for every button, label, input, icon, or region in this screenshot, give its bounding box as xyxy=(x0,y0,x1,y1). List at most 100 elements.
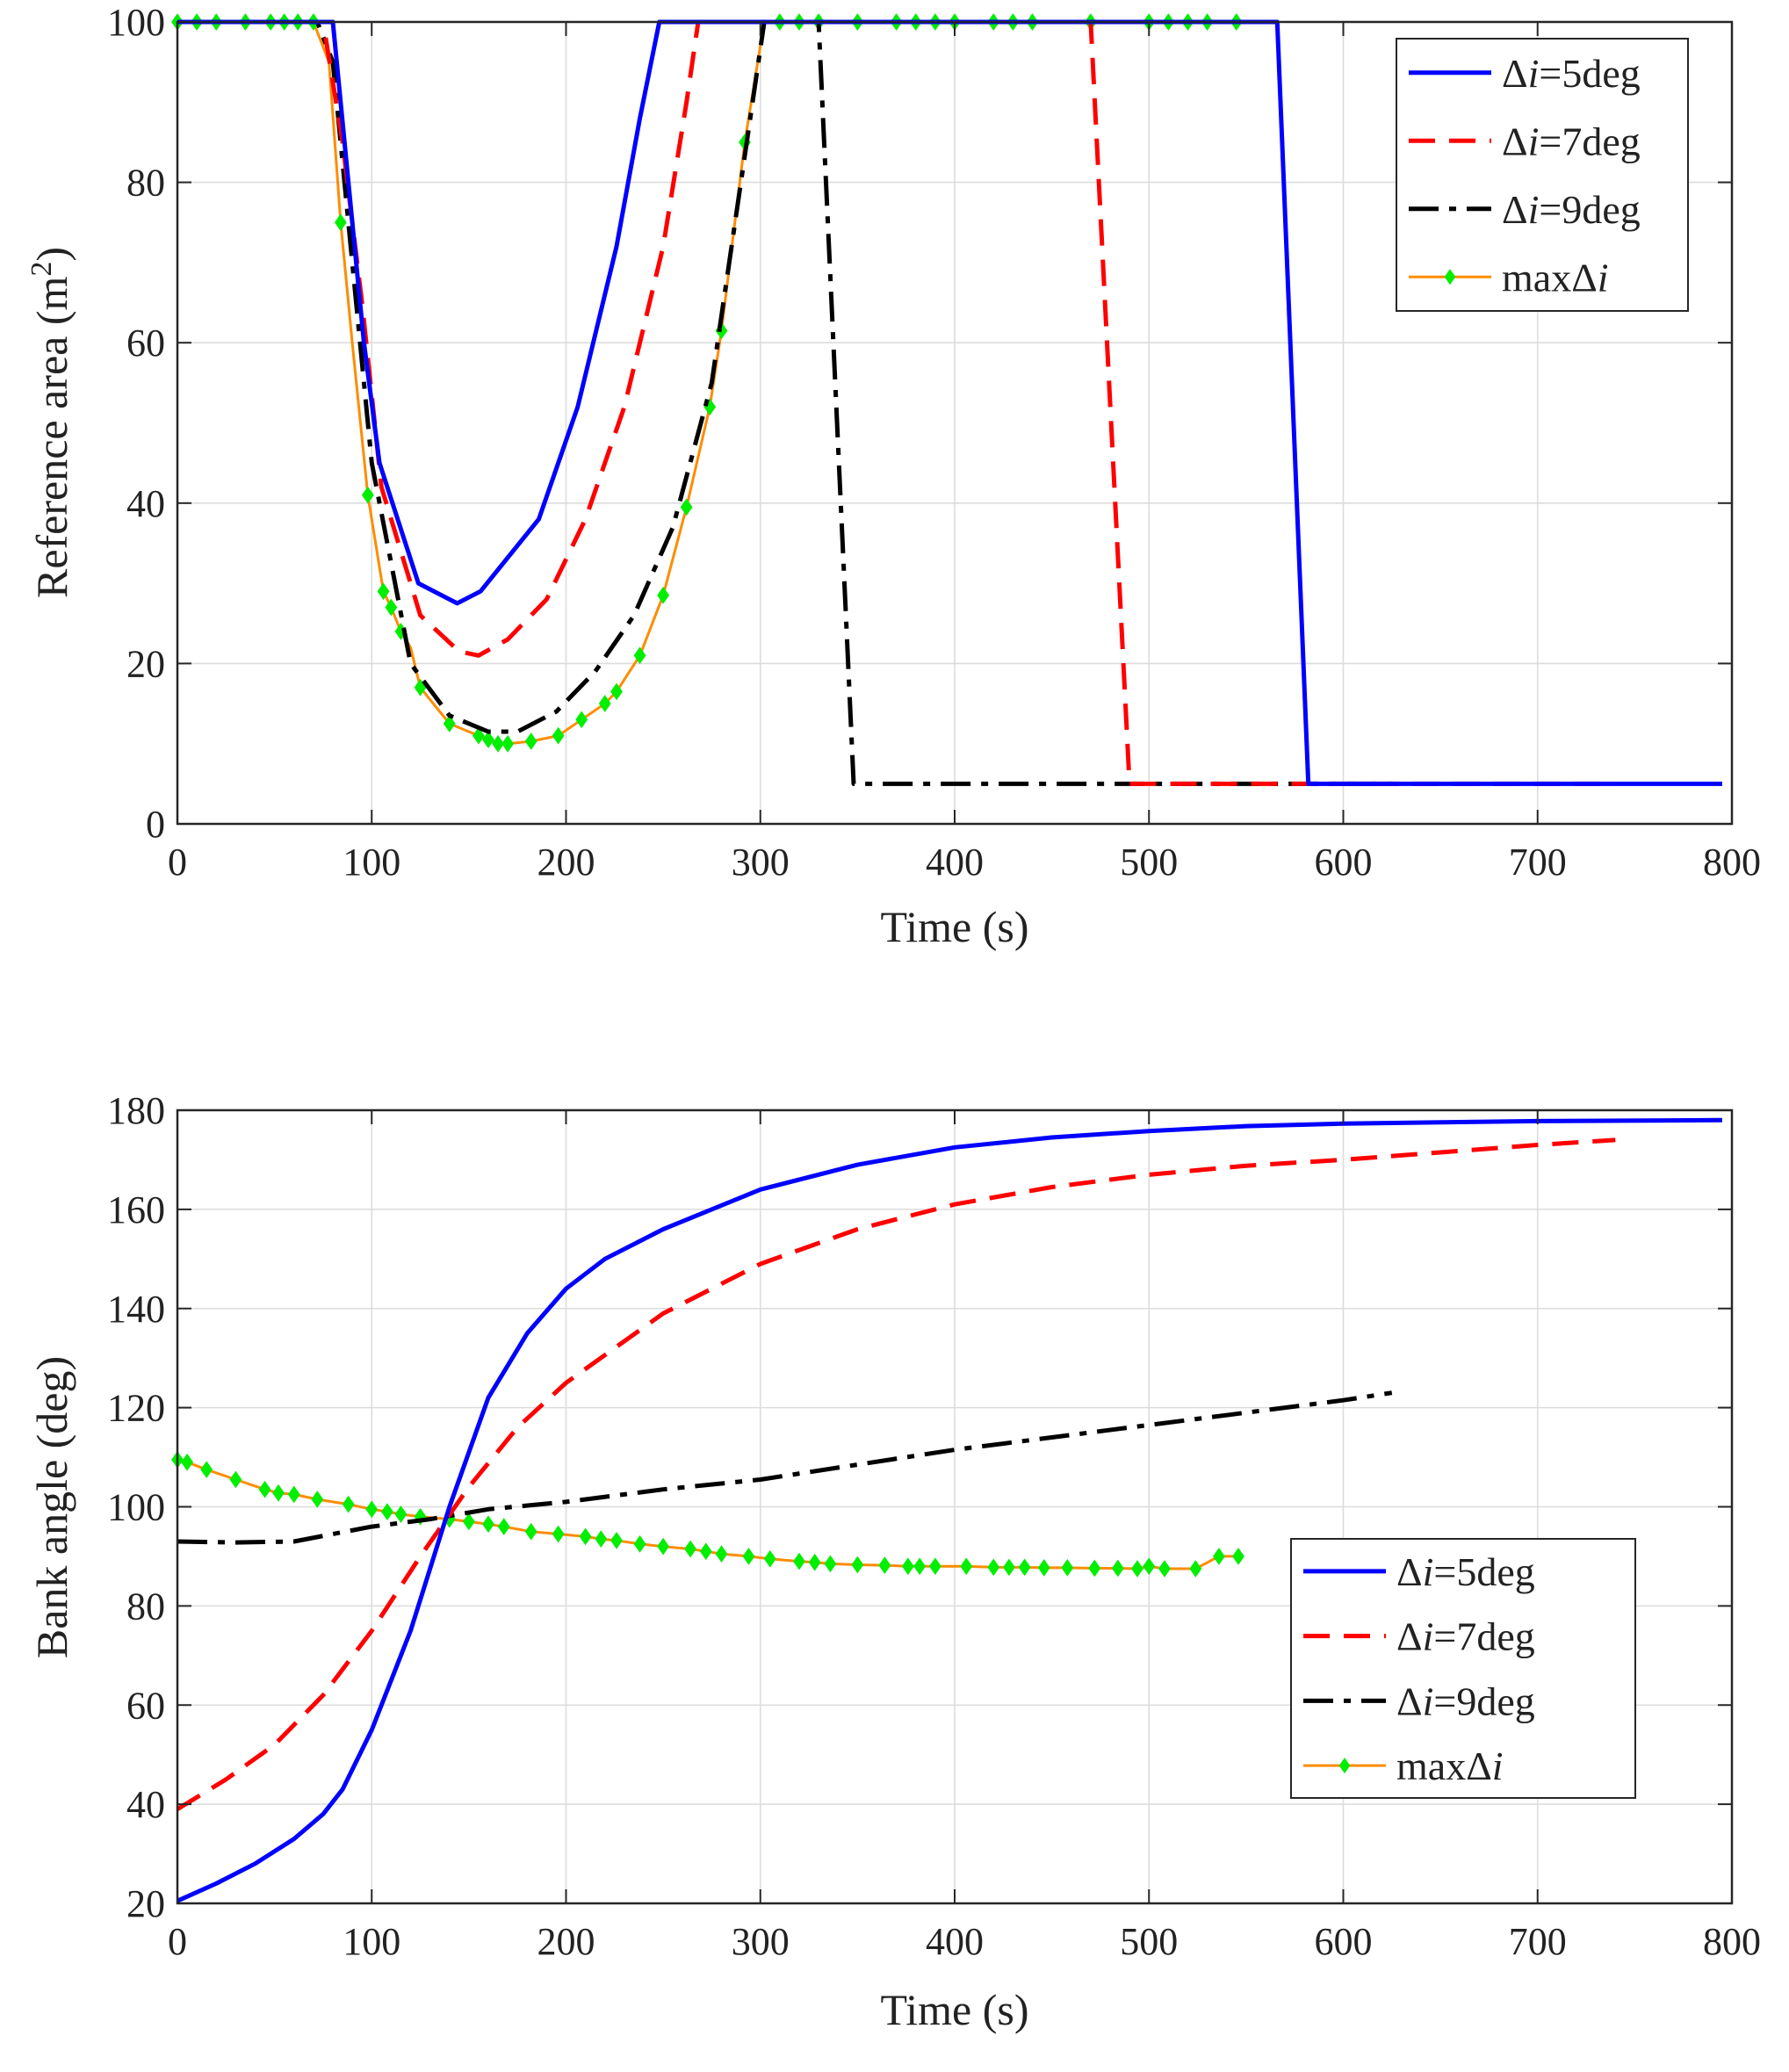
x-tick-label: 300 xyxy=(732,1920,790,1963)
series-marker xyxy=(715,1545,728,1563)
y-tick-label: 40 xyxy=(126,482,165,525)
series-marker xyxy=(181,1453,193,1471)
series-marker xyxy=(462,1512,475,1531)
series-marker xyxy=(365,1500,379,1519)
y-tick-label: 60 xyxy=(126,1684,165,1727)
series-marker xyxy=(633,646,646,665)
x-tick-label: 0 xyxy=(168,841,187,884)
y-tick-label: 20 xyxy=(126,1882,165,1925)
series-marker xyxy=(334,213,347,232)
series-marker xyxy=(1061,1559,1074,1577)
series-marker xyxy=(610,1532,623,1549)
series-marker xyxy=(287,1485,300,1504)
x-axis-label: Time (s) xyxy=(880,1985,1028,2034)
series-marker xyxy=(598,695,611,712)
series-marker xyxy=(342,1495,355,1513)
x-tick-label: 700 xyxy=(1509,841,1567,884)
y-axis-label-close: ) xyxy=(27,247,76,262)
series-marker xyxy=(524,1522,537,1541)
series-marker xyxy=(633,1534,646,1553)
y-tick-label: 100 xyxy=(107,1,165,44)
series-marker xyxy=(524,733,537,750)
y-tick-label: 100 xyxy=(107,1486,165,1529)
series-marker xyxy=(492,734,504,753)
y-axis-label: Reference area (m2) xyxy=(25,247,76,598)
legend-marker xyxy=(1338,1758,1351,1774)
series-marker xyxy=(381,1503,393,1521)
series-marker xyxy=(960,1557,973,1576)
series-marker xyxy=(272,1484,285,1502)
series-marker xyxy=(1212,1548,1225,1565)
x-tick-label: 700 xyxy=(1509,1920,1567,1963)
series-marker xyxy=(657,586,670,604)
series-marker xyxy=(552,726,565,745)
legend-label: maxΔi xyxy=(1396,1744,1504,1788)
series-marker xyxy=(1143,1557,1156,1576)
legend-label: Δi=5deg xyxy=(1396,1549,1535,1594)
x-tick-label: 0 xyxy=(168,1920,187,1963)
x-tick-label: 800 xyxy=(1703,841,1761,884)
series-marker xyxy=(1088,1559,1101,1577)
series-marker xyxy=(377,582,390,601)
series-marker xyxy=(579,1527,592,1546)
chart-bank-angle: 0 100 200 300 400 500 600 700 800 20 40 60 80 100 120 1… xyxy=(27,1089,1761,2034)
series-marker xyxy=(928,1557,941,1576)
series-marker xyxy=(1131,1560,1143,1577)
series-marker xyxy=(482,1515,494,1534)
chart-reference-area: 0 100 200 300 400 500 600 700 800 0 20 40 60 80 100 Ti… xyxy=(25,1,1761,951)
series-marker xyxy=(1037,1559,1050,1577)
series-marker xyxy=(552,1525,565,1543)
series-line-0 xyxy=(176,1117,1722,1903)
series-marker xyxy=(851,1556,864,1574)
y-tick-label: 40 xyxy=(126,1783,165,1826)
x-tick-label: 600 xyxy=(1315,841,1373,884)
y-tick-label: 160 xyxy=(107,1188,165,1231)
series-marker xyxy=(793,1552,805,1570)
legend-label: Δi=7deg xyxy=(1396,1614,1535,1659)
x-axis-label: Time (s) xyxy=(880,902,1028,951)
x-tick-label: 100 xyxy=(343,841,400,884)
legend-marker xyxy=(1444,269,1456,285)
x-tick-label: 400 xyxy=(926,841,984,884)
legend-label: Δi=7deg xyxy=(1502,119,1641,163)
series-marker xyxy=(610,682,623,701)
x-tick-label: 200 xyxy=(537,841,595,884)
legend-label: Δi=9deg xyxy=(1396,1679,1535,1723)
series-marker xyxy=(808,1553,821,1571)
x-tick-label: 800 xyxy=(1703,1920,1761,1963)
y-tick-label: 120 xyxy=(107,1387,165,1430)
tick-labels: 0 100 200 300 400 500 600 700 800 20 40 60 80 100 120 1… xyxy=(107,1089,1761,1963)
series-marker xyxy=(311,1491,324,1508)
legend-box xyxy=(1396,38,1689,312)
x-tick-label: 500 xyxy=(1120,841,1178,884)
series-marker xyxy=(699,1542,712,1561)
series-marker xyxy=(657,1537,670,1556)
x-tick-label: 300 xyxy=(732,841,790,884)
series-marker xyxy=(763,1549,776,1568)
series-marker xyxy=(1111,1559,1124,1577)
x-tick-label: 400 xyxy=(926,1920,984,1963)
y-tick-label: 180 xyxy=(107,1089,165,1132)
y-tick-label: 60 xyxy=(126,321,165,365)
series-marker xyxy=(595,1530,608,1549)
series-marker xyxy=(1003,1558,1015,1577)
series-marker xyxy=(1232,1548,1244,1565)
series-marker xyxy=(1018,1558,1031,1577)
series-marker xyxy=(913,1557,927,1576)
legend: Δi=5deg Δi=7deg Δi=9deg maxΔi xyxy=(1290,1538,1636,1799)
series-marker xyxy=(878,1556,891,1574)
series-marker xyxy=(680,498,693,516)
series-marker xyxy=(385,598,398,617)
y-axis-label-sup: 2 xyxy=(25,262,58,277)
series-marker xyxy=(497,1518,510,1535)
y-axis-label: Bank angle (deg) xyxy=(27,1356,76,1658)
x-tick-label: 200 xyxy=(537,1920,595,1963)
series-marker xyxy=(361,486,374,504)
y-tick-label: 0 xyxy=(146,803,165,846)
series-marker xyxy=(229,1470,242,1489)
legend-label: Δi=9deg xyxy=(1502,187,1641,232)
series-marker xyxy=(472,726,485,745)
series-line-2 xyxy=(177,1390,1393,1545)
series-marker xyxy=(501,734,515,753)
series-group xyxy=(171,1117,1722,1903)
